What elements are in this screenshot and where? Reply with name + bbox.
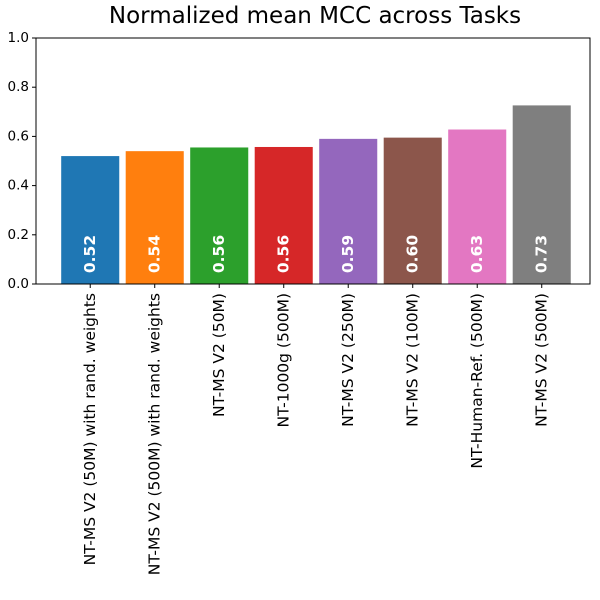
x-tick-label: NT-MS V2 (250M) bbox=[339, 293, 357, 427]
bar-value-label: 0.60 bbox=[404, 235, 422, 273]
bar bbox=[61, 156, 120, 284]
plot-frame bbox=[35, 37, 591, 285]
bar-value-label: 0.56 bbox=[210, 235, 228, 273]
y-tick-label: 0.8 bbox=[8, 79, 29, 95]
bar-value-label: 0.54 bbox=[146, 235, 164, 273]
y-axis-ticks: 0.0 0.2 0.4 0.6 0.8 1.0 bbox=[8, 30, 36, 292]
x-tick-label: NT-Human-Ref. (500M) bbox=[468, 293, 486, 469]
x-tick-label: NT-MS V2 (50M) with rand. weights bbox=[81, 293, 99, 565]
y-tick-label: 0.2 bbox=[8, 227, 29, 243]
x-tick-label: NT-MS V2 (50M) bbox=[210, 293, 228, 417]
y-tick-label: 1.0 bbox=[8, 30, 29, 46]
bar bbox=[512, 105, 571, 285]
x-tick-label: NT-MS V2 (500M) with rand. weights bbox=[146, 293, 164, 575]
bar-value-label: 0.56 bbox=[275, 235, 293, 273]
y-tick-label: 0.6 bbox=[8, 128, 29, 144]
bar-value-label: 0.52 bbox=[81, 235, 99, 273]
x-tick-label: NT-MS V2 (500M) bbox=[533, 293, 551, 427]
bars-layer bbox=[61, 105, 571, 285]
x-tick-label: NT-1000g (500M) bbox=[275, 293, 293, 428]
bar bbox=[254, 146, 313, 284]
bar bbox=[190, 147, 249, 284]
chart-title: Normalized mean MCC across Tasks bbox=[109, 3, 521, 29]
axes-layer bbox=[35, 37, 591, 285]
y-tick-label: 0.4 bbox=[8, 178, 29, 194]
x-axis-ticks: NT-MS V2 (50M) with rand. weights NT-MS V… bbox=[81, 284, 551, 575]
bar bbox=[125, 151, 184, 284]
bar-value-label: 0.73 bbox=[533, 235, 551, 273]
bar-value-label: 0.63 bbox=[468, 235, 486, 273]
bar bbox=[319, 138, 378, 284]
bar-value-label: 0.59 bbox=[339, 235, 357, 273]
x-tick-label: NT-MS V2 (100M) bbox=[404, 293, 422, 427]
bar bbox=[448, 129, 507, 284]
bar bbox=[383, 137, 442, 284]
data-labels-layer: 0.52 0.54 0.56 0.56 0.59 0.60 0.63 0.73 bbox=[81, 235, 550, 273]
y-tick-label: 0.0 bbox=[8, 276, 29, 292]
